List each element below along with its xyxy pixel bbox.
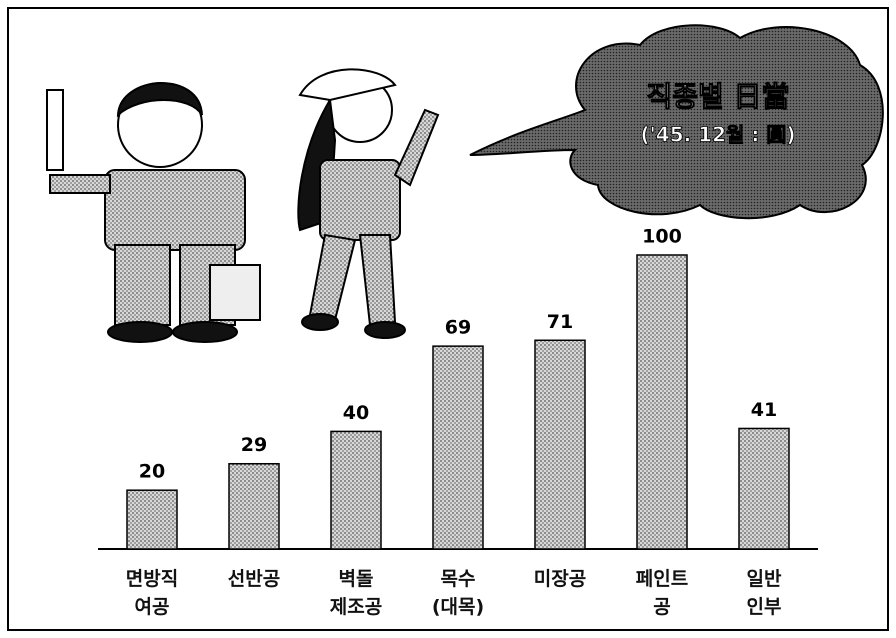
bar	[331, 431, 381, 549]
chart-title: 직종별 日當	[646, 80, 789, 113]
value-label: 29	[241, 434, 267, 456]
x-tick-label: 벽돌 제조공	[306, 565, 406, 621]
bar	[739, 428, 789, 549]
bar	[637, 255, 687, 549]
x-tick-label: 선반공	[204, 565, 304, 593]
illustration	[47, 69, 438, 342]
bar	[433, 346, 483, 549]
bar	[535, 340, 585, 549]
chart: 직종별 日當 ('45. 12월 : 圓) 20 29 40 69 71 100 41	[0, 0, 896, 638]
value-label: 41	[751, 399, 777, 421]
value-label: 20	[139, 461, 165, 483]
chart-subtitle: ('45. 12월 : 圓)	[641, 123, 796, 147]
bar	[127, 490, 177, 549]
value-label: 71	[547, 311, 573, 333]
value-label: 100	[642, 226, 682, 248]
value-label: 40	[343, 402, 369, 424]
x-tick-label: 미장공	[510, 565, 610, 593]
x-tick-label: 일반 인부	[714, 565, 814, 621]
value-label: 69	[445, 317, 471, 339]
x-tick-label: 목수 (대목)	[408, 565, 508, 621]
page: 직종별 日當 ('45. 12월 : 圓) 20 29 40 69 71 100 41 면방…	[0, 0, 896, 638]
bar	[229, 464, 279, 549]
x-tick-label: 면방직 여공	[102, 565, 202, 621]
x-tick-label: 페인트 공	[612, 565, 712, 621]
